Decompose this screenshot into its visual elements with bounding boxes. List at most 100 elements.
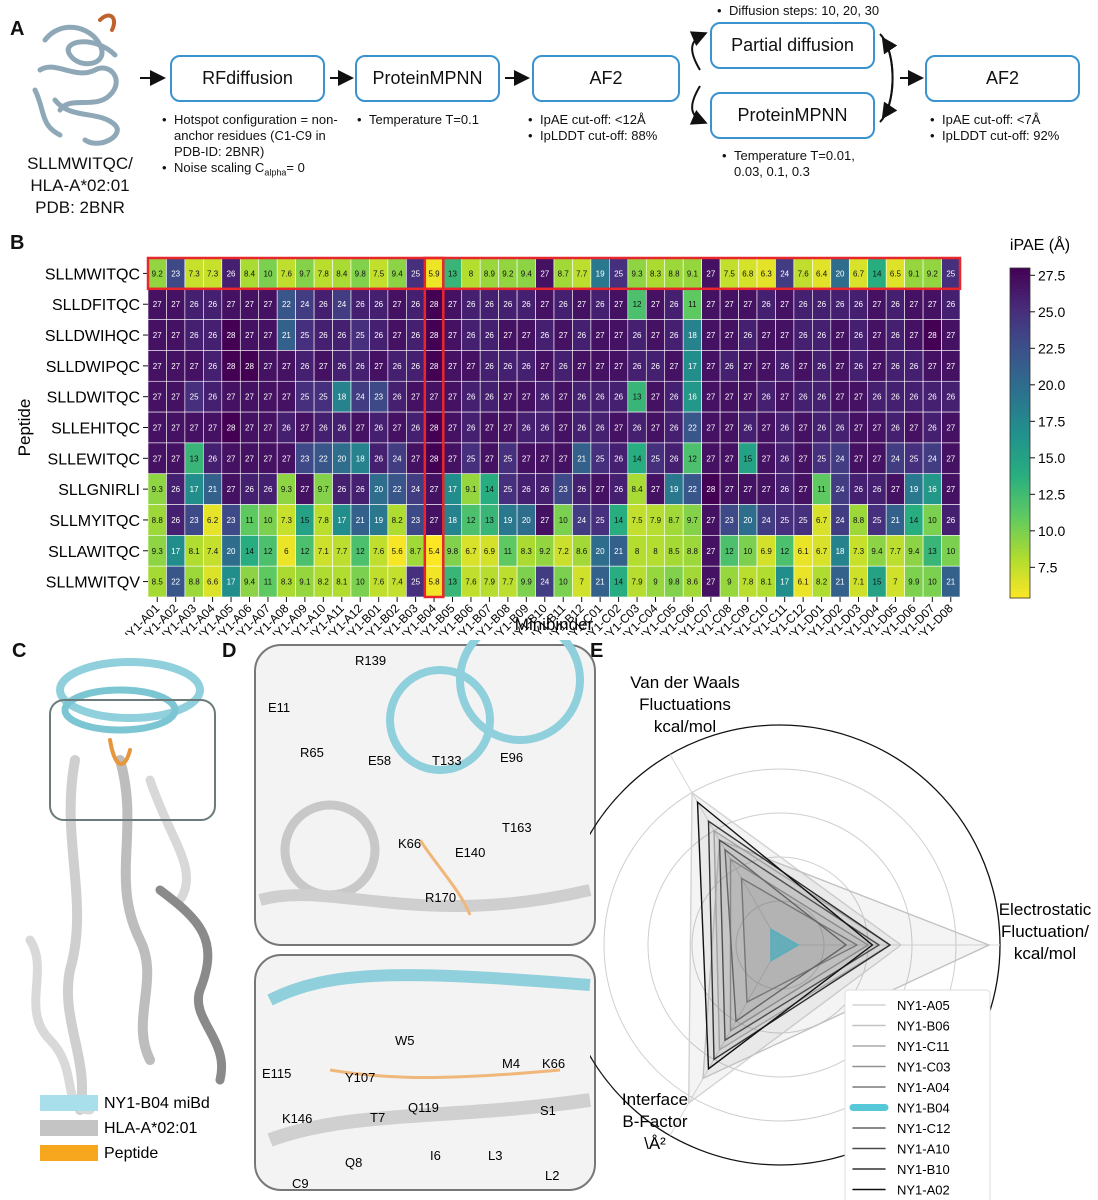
legend-label: NY1-C03 [897, 1060, 950, 1075]
cell-label: 19 [596, 269, 605, 278]
cell-label: 27 [540, 362, 549, 371]
step-box: ProteinMPNN [355, 55, 500, 102]
cell-label: 22 [282, 300, 291, 309]
legend-label: NY1-A02 [897, 1183, 950, 1198]
cell-label: 23 [411, 516, 420, 525]
cell-label: 27 [946, 485, 955, 494]
cell-label: 8.4 [631, 485, 643, 494]
cell-label: 26 [522, 300, 531, 309]
colorbar-segment [1010, 383, 1030, 388]
cell-label: 26 [208, 362, 217, 371]
cell-label: 26 [337, 485, 346, 494]
step-notes: IpAE cut-off: <7Å IpLDDT cut-off: 92% [930, 112, 1095, 144]
cell-label: 25 [946, 269, 955, 278]
cell-label: 7.7 [890, 547, 902, 556]
cell-label: 24 [928, 454, 937, 463]
colorbar-segment [1010, 512, 1030, 516]
cell-label: 26 [171, 485, 180, 494]
cell-label: 8.8 [853, 516, 865, 525]
y-tick-label: SLLDWIHQC [45, 328, 140, 345]
panel-label: A [10, 18, 25, 40]
cell-label: 26 [319, 300, 328, 309]
cell-label: 28 [706, 485, 715, 494]
colorbar-segment [1010, 466, 1030, 470]
cell-label: 27 [171, 331, 180, 340]
cell-label: 13 [485, 516, 494, 525]
cell-label: 8.2 [392, 516, 404, 525]
cell-label: 26 [836, 424, 845, 433]
colorbar-segment [1010, 419, 1030, 424]
caption-line: SLLMWITQC/ [27, 154, 133, 173]
colorbar-segment [1010, 528, 1030, 533]
cell-label: 9.2 [927, 269, 939, 278]
cell-label: 27 [153, 300, 162, 309]
colorbar-segment [1010, 314, 1030, 318]
cell-label: 26 [670, 331, 679, 340]
cell-label: 9.7 [687, 516, 699, 525]
cell-label: 27 [836, 393, 845, 402]
colorbar-segment [1010, 436, 1030, 441]
cell-label: 27 [411, 454, 420, 463]
cell-label: 26 [522, 485, 531, 494]
cell-label: 27 [836, 362, 845, 371]
colorbar-segment [1010, 505, 1030, 510]
cell-label: 26 [245, 485, 254, 494]
cell-label: 26 [577, 393, 586, 402]
colorbar-segment [1010, 380, 1030, 384]
cell-label: 27 [153, 393, 162, 402]
legend-label: NY1-B04 [897, 1101, 950, 1116]
cell-label: 26 [762, 300, 771, 309]
colorbar-segment [1010, 268, 1030, 272]
legend-swatch [40, 1120, 98, 1136]
cell-label: 5.6 [392, 547, 404, 556]
cell-label: 25 [799, 516, 808, 525]
cell-label: 27 [411, 393, 420, 402]
cell-label: 25 [596, 454, 605, 463]
cell-label: 18 [688, 331, 697, 340]
colorbar-segment [1010, 310, 1030, 315]
cell-label: 26 [411, 362, 420, 371]
panel-c-structure [25, 658, 227, 1115]
cell-label: 8.9 [484, 269, 496, 278]
cell-label: 27 [245, 454, 254, 463]
cell-label: 27 [799, 362, 808, 371]
cell-label: 9.3 [281, 485, 293, 494]
cell-label: 21 [614, 547, 623, 556]
cell-label: 9.3 [631, 269, 643, 278]
cell-label: 9.4 [392, 269, 404, 278]
cell-label: 27 [706, 331, 715, 340]
cell-label: 27 [264, 362, 273, 371]
colorbar-title: iPAE (Å) [1010, 235, 1070, 254]
cell-label: 27 [854, 393, 863, 402]
colorbar-segment [1010, 396, 1030, 401]
cell-label: 26 [817, 362, 826, 371]
cell-label: 9.2 [539, 547, 551, 556]
note: Diffusion steps: 10, 20, 30 [717, 3, 917, 19]
cell-label: 27 [614, 300, 623, 309]
cell-label: 27 [780, 393, 789, 402]
cell-label: 27 [264, 454, 273, 463]
cell-label: 9.2 [152, 269, 164, 278]
cell-label: 27 [264, 300, 273, 309]
cell-label: 27 [503, 424, 512, 433]
cell-label: 26 [891, 331, 900, 340]
cell-label: 24 [411, 485, 420, 494]
cell-label: 6.7 [853, 269, 865, 278]
cell-label: 27 [540, 454, 549, 463]
radar-series [724, 848, 848, 1023]
colorbar-segment [1010, 271, 1030, 276]
colorbar-tick-label: 15.0 [1038, 450, 1065, 466]
legend-swatch [40, 1095, 98, 1111]
colorbar-segment [1010, 522, 1030, 526]
cell-label: 26 [614, 393, 623, 402]
axis-label: kcal/mol [654, 717, 716, 736]
cell-label: 25 [411, 269, 420, 278]
colorbar-segment [1010, 307, 1030, 312]
caption-line: HLA-A*02:01 [30, 176, 130, 195]
cell-label: 27 [577, 362, 586, 371]
cell-label: 21 [282, 331, 291, 340]
colorbar-segment [1010, 535, 1030, 540]
cell-label: 7.7 [336, 547, 348, 556]
cell-label: 8.4 [244, 269, 256, 278]
cell-label: 7.6 [373, 547, 385, 556]
